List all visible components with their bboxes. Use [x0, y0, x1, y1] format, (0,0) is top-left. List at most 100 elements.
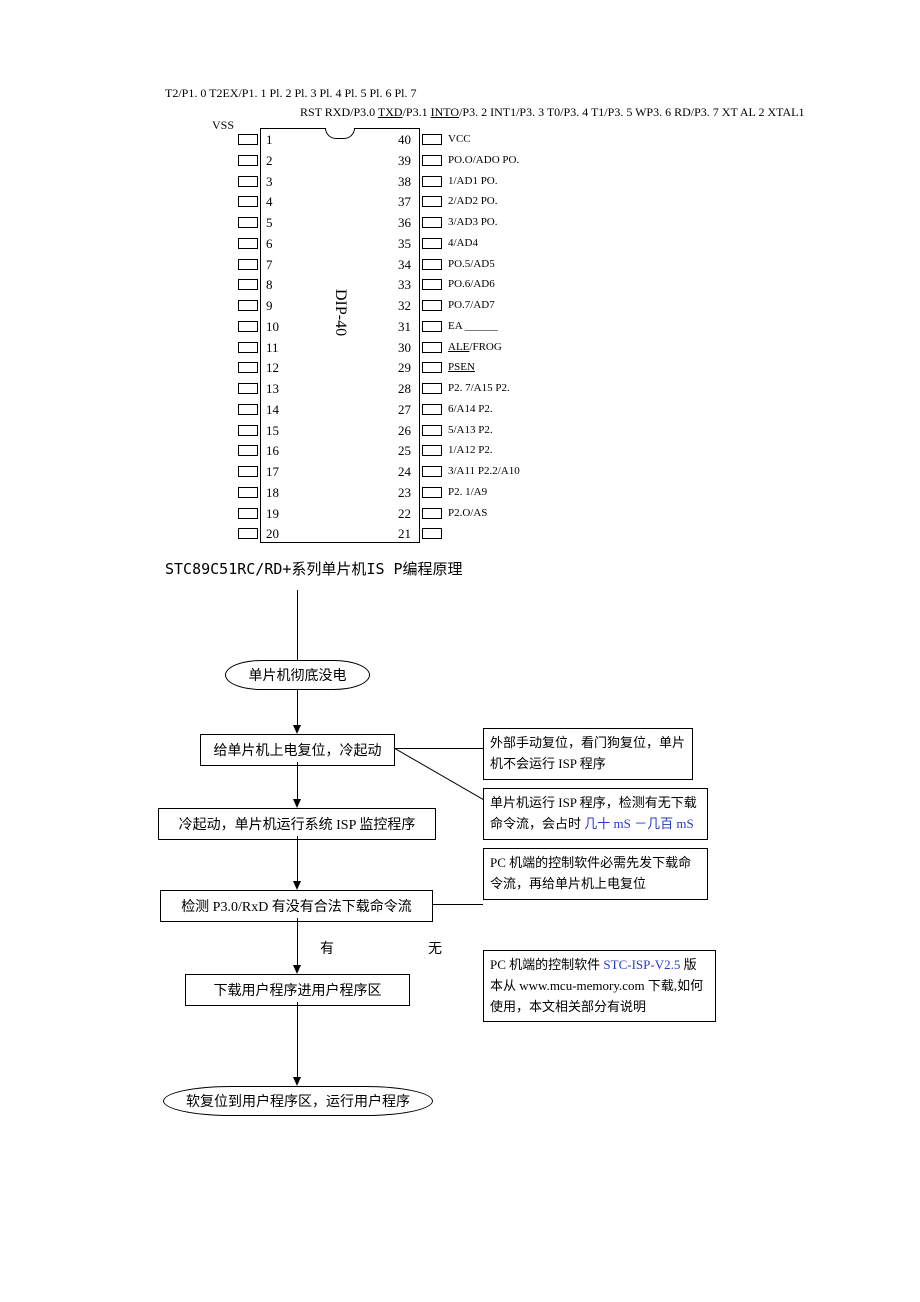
pin-pad-right [422, 383, 442, 394]
pin-number-left: 3 [266, 174, 273, 190]
pin-label-right: P2. 1/A9 [448, 486, 487, 498]
pin-pad-left [238, 321, 258, 332]
pin-number-left: 15 [266, 423, 279, 439]
pin-number-right: 35 [398, 236, 411, 252]
pin-pad-right [422, 134, 442, 145]
pin-label-right: 1/A12 P2. [448, 444, 493, 456]
into-underline: INTO [431, 105, 459, 119]
pin-label-right: PO.O/ADO PO. [448, 154, 519, 166]
pin-pad-right [422, 487, 442, 498]
pin-pad-right [422, 238, 442, 249]
pin-number-right: 27 [398, 402, 411, 418]
pin-pad-right [422, 176, 442, 187]
pin-number-right: 38 [398, 174, 411, 190]
flow-line [395, 748, 483, 749]
pin-names-top-left: T2/P1. 0 T2EX/P1. 1 Pl. 2 Pl. 3 Pl. 4 Pl… [165, 86, 417, 101]
pin-number-left: 6 [266, 236, 273, 252]
pin-number-left: 9 [266, 298, 273, 314]
vss-label: VSS [212, 118, 234, 133]
pin-pad-left [238, 487, 258, 498]
pin-pad-right [422, 259, 442, 270]
pin-number-right: 21 [398, 526, 411, 542]
pin-pad-left [238, 217, 258, 228]
terminal-start: 单片机彻底没电 [225, 660, 370, 690]
pin-number-left: 10 [266, 319, 279, 335]
pin-label-right: 3/A11 P2.2/A10 [448, 465, 520, 477]
arrow-down-icon [293, 965, 301, 974]
note-text: PC 机端的控制软件 [490, 957, 603, 972]
pin-label-right: ALE/FROG [448, 341, 502, 353]
pin-label-right: VCC [448, 133, 471, 145]
pin-label-right: 2/AD2 PO. [448, 195, 498, 207]
pin-number-left: 5 [266, 215, 273, 231]
pin-pad-left [238, 279, 258, 290]
note-blue-text: STC-ISP-V2.5 [603, 957, 683, 972]
pin-pad-right [422, 196, 442, 207]
txt: /P3. 2 INT1/P3. 3 T0/P3. 4 T1/P3. 5 WP3.… [459, 105, 804, 119]
note-text: PC 机端的控制软件必需先发下载命令流，再给单片机上电复位 [490, 855, 691, 891]
arrow-down-icon [293, 799, 301, 808]
pin-number-left: 19 [266, 506, 279, 522]
pin-pad-right [422, 279, 442, 290]
note-text: 外部手动复位，看门狗复位，单片机不会运行 ISP 程序 [490, 735, 685, 771]
pin-number-left: 8 [266, 277, 273, 293]
pin-number-right: 39 [398, 153, 411, 169]
pin-pad-left [238, 176, 258, 187]
arrow-down-icon [293, 881, 301, 890]
pin-number-right: 33 [398, 277, 411, 293]
branch-yes: 有 [320, 938, 334, 958]
pin-label-right: PO.7/AD7 [448, 299, 495, 311]
note-reset: 外部手动复位，看门狗复位，单片机不会运行 ISP 程序 [483, 728, 693, 780]
chip-label: DIP-40 [331, 289, 349, 336]
terminal-end: 软复位到用户程序区，运行用户程序 [163, 1086, 433, 1116]
note-download-sw: PC 机端的控制软件 STC-ISP-V2.5 版本从 www.mcu-memo… [483, 950, 716, 1022]
pin-pad-right [422, 155, 442, 166]
pin-pad-right [422, 321, 442, 332]
pin-pad-right [422, 362, 442, 373]
pin-pad-left [238, 155, 258, 166]
pin-number-left: 2 [266, 153, 273, 169]
pin-label-right: P2. 7/A15 P2. [448, 382, 510, 394]
pin-label-right: P2.O/AS [448, 507, 487, 519]
pin-number-right: 23 [398, 485, 411, 501]
flow-line [297, 836, 298, 884]
pin-label-right: PO.5/AD5 [448, 258, 495, 270]
pin-number-right: 22 [398, 506, 411, 522]
flowchart: 单片机彻底没电 给单片机上电复位，冷起动 外部手动复位，看门狗复位，单片机不会运… [130, 590, 790, 1170]
pin-pad-left [238, 300, 258, 311]
pin-number-right: 24 [398, 464, 411, 480]
process-label: 检测 P3.0/RxD 有没有合法下载命令流 [181, 896, 412, 916]
process-label: 冷起动，单片机运行系统 ISP 监控程序 [179, 814, 416, 834]
pin-number-left: 17 [266, 464, 279, 480]
chip-notch [325, 128, 355, 139]
arrow-down-icon [293, 1077, 301, 1086]
pin-number-right: 29 [398, 360, 411, 376]
pin-pad-right [422, 404, 442, 415]
pin-pad-left [238, 425, 258, 436]
txt: RST RXD/P3.0 [300, 105, 378, 119]
pin-pad-right [422, 528, 442, 539]
pin-pad-left [238, 508, 258, 519]
pin-pad-left [238, 445, 258, 456]
pin-label-right: 1/AD1 PO. [448, 175, 498, 187]
arrow-down-icon [293, 725, 301, 734]
txt: /P3.1 [403, 105, 431, 119]
flow-line [297, 918, 298, 968]
pin-pad-left [238, 134, 258, 145]
note-pc-first: PC 机端的控制软件必需先发下载命令流，再给单片机上电复位 [483, 848, 708, 900]
flow-line [433, 904, 483, 905]
pin-label-right: 4/AD4 [448, 237, 478, 249]
pin-number-left: 18 [266, 485, 279, 501]
pin-number-right: 36 [398, 215, 411, 231]
note-blue-text: 几十 mS －几百 mS [581, 816, 694, 831]
pin-label-right: 3/AD3 PO. [448, 216, 498, 228]
pin-pad-left [238, 383, 258, 394]
pin-pad-left [238, 528, 258, 539]
branch-no: 无 [428, 938, 442, 958]
pin-label-right: PSEN [448, 361, 475, 373]
pin-number-right: 26 [398, 423, 411, 439]
pin-pad-left [238, 259, 258, 270]
pin-number-left: 1 [266, 132, 273, 148]
page: T2/P1. 0 T2EX/P1. 1 Pl. 2 Pl. 3 Pl. 4 Pl… [0, 0, 920, 1302]
terminal-start-label: 单片机彻底没电 [249, 665, 347, 685]
